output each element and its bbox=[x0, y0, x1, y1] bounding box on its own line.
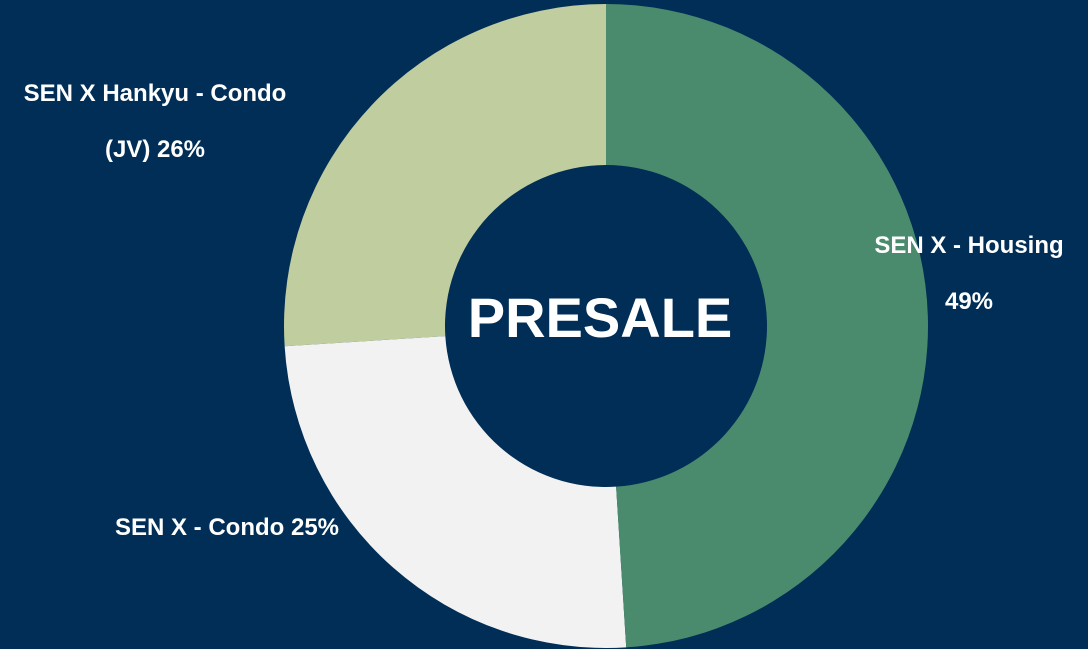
slice-label: SEN X - Housing 49% bbox=[850, 218, 1088, 330]
donut-slice bbox=[284, 336, 627, 648]
center-label: PRESALE bbox=[468, 286, 733, 349]
slice-label: SEN X Hankyu - Condo (JV) 26% bbox=[0, 66, 310, 178]
value-label: 25% bbox=[290, 514, 340, 541]
donut-slice bbox=[284, 4, 606, 347]
value-label: 26% bbox=[156, 136, 206, 163]
slice-label: SEN X - Condo 25% bbox=[107, 500, 347, 556]
category-label: SEN X - Condo bbox=[114, 514, 285, 541]
category-label: SEN X - Housing bbox=[874, 232, 1064, 259]
donut-slice bbox=[606, 4, 929, 648]
category-label: SEN X Hankyu - Condo (JV) bbox=[23, 80, 287, 163]
value-label: 49% bbox=[944, 288, 994, 315]
